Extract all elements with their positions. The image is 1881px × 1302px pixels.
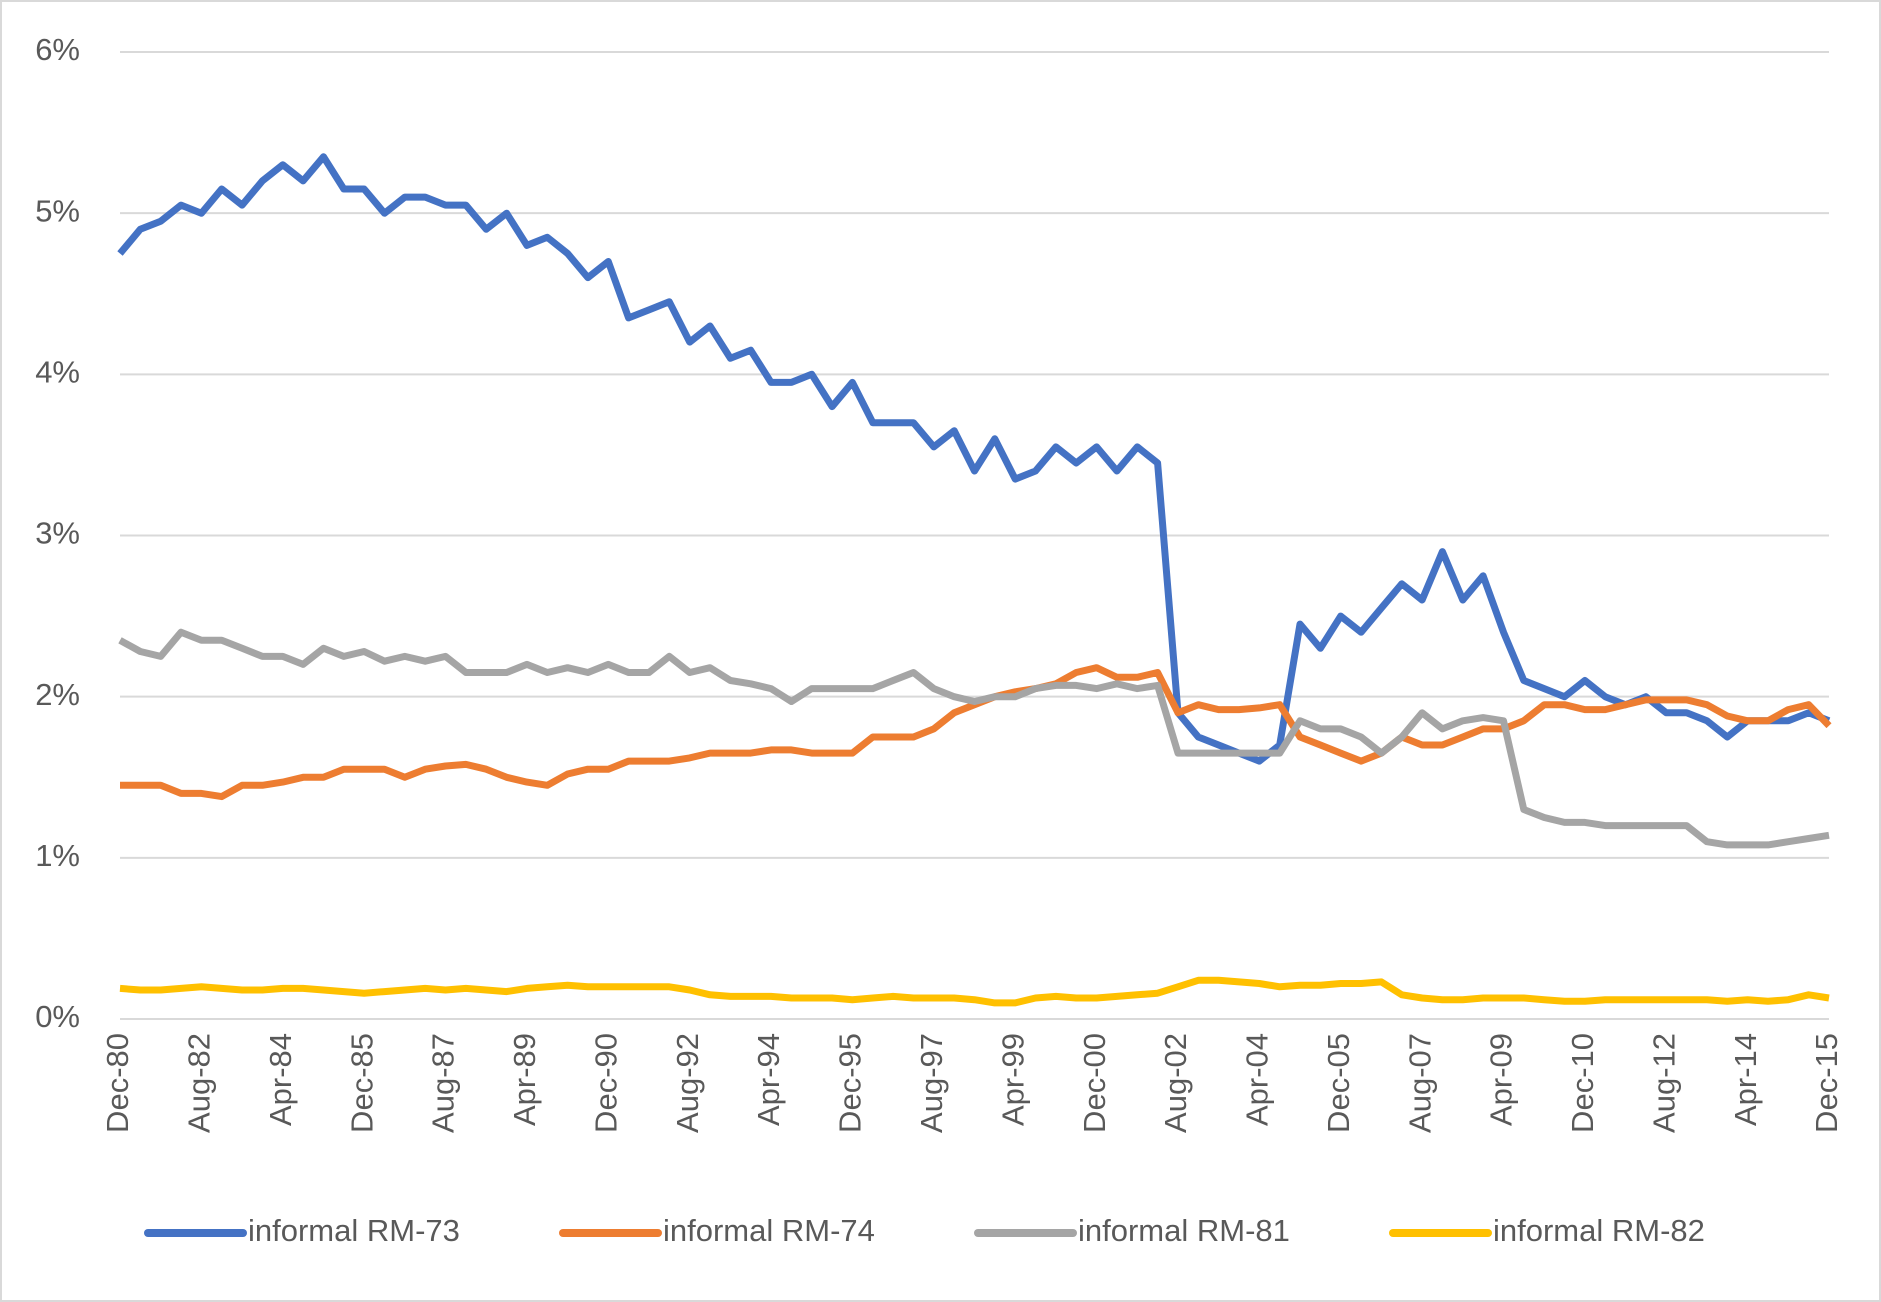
legend-label: informal RM-82 (1493, 1213, 1705, 1248)
x-tick-label: Dec-85 (344, 1033, 379, 1133)
x-tick-label: Apr-14 (1728, 1033, 1763, 1126)
y-tick-label: 4% (35, 355, 80, 390)
x-tick-label: Apr-89 (507, 1033, 542, 1126)
x-tick-label: Aug-97 (914, 1033, 949, 1133)
x-tick-label: Aug-12 (1646, 1033, 1681, 1133)
x-tick-label: Aug-02 (1158, 1033, 1193, 1133)
y-tick-label: 0% (35, 999, 80, 1034)
x-tick-label: Aug-87 (426, 1033, 461, 1133)
x-tick-label: Dec-80 (100, 1033, 135, 1133)
x-tick-label: Dec-90 (588, 1033, 623, 1133)
x-tick-label: Apr-94 (751, 1033, 786, 1126)
x-tick-label: Aug-07 (1402, 1033, 1437, 1133)
y-tick-label: 3% (35, 516, 80, 551)
x-tick-label: Dec-05 (1321, 1033, 1356, 1133)
x-tick-label: Aug-82 (182, 1033, 217, 1133)
legend-label: informal RM-74 (663, 1213, 875, 1248)
x-tick-label: Aug-92 (670, 1033, 705, 1133)
y-tick-label: 5% (35, 193, 80, 228)
x-tick-label: Dec-15 (1809, 1033, 1844, 1133)
x-tick-label: Dec-00 (1077, 1033, 1112, 1133)
x-tick-label: Apr-99 (995, 1033, 1030, 1126)
x-tick-label: Dec-95 (833, 1033, 868, 1133)
series-line (117, 153, 1831, 765)
y-tick-label: 1% (35, 838, 80, 873)
series-line (119, 976, 1830, 1007)
legend-label: informal RM-81 (1078, 1213, 1290, 1248)
series-line (118, 628, 1830, 849)
y-tick-label: 6% (35, 32, 80, 67)
legend-label: informal RM-73 (248, 1213, 460, 1248)
x-tick-label: Apr-84 (263, 1033, 298, 1126)
x-tick-label: Apr-09 (1484, 1033, 1519, 1126)
y-tick-label: 2% (35, 677, 80, 712)
x-tick-label: Apr-04 (1240, 1033, 1275, 1126)
x-tick-label: Dec-10 (1565, 1033, 1600, 1133)
